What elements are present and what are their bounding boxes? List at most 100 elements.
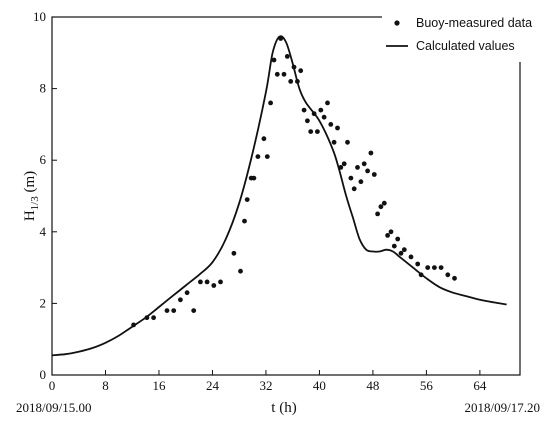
calculated-values-line [51, 35, 507, 357]
legend-label-calculated: Calculated values [416, 39, 515, 53]
buoy-data-point [351, 186, 357, 192]
buoy-data-point [425, 265, 431, 270]
buoy-data-point [281, 71, 287, 77]
buoy-data-point [255, 154, 261, 160]
buoy-data-point [278, 36, 284, 41]
buoy-data-point [301, 107, 307, 113]
buoy-data-point [308, 129, 314, 135]
plot-frame [51, 16, 521, 376]
buoy-data-point [164, 308, 170, 313]
buoy-data-point [295, 79, 300, 84]
x-tick-label: 64 [473, 378, 487, 393]
buoy-data-point [381, 200, 387, 206]
buoy-data-point [445, 272, 451, 278]
buoy-data-point [371, 172, 377, 177]
buoy-data-point [398, 250, 404, 256]
buoy-data-point [358, 179, 364, 185]
y-tick-label: 0 [40, 367, 47, 382]
end-date-label: 2018/09/17.20 [465, 400, 540, 415]
buoy-data-point [231, 250, 237, 256]
y-tick-label: 6 [40, 152, 47, 167]
buoy-data-point [345, 139, 350, 145]
buoy-data-point [211, 283, 217, 288]
buoy-data-point [284, 54, 290, 59]
y-axis-title-unit: (m) [22, 171, 38, 196]
buoy-data-point [385, 233, 390, 238]
y-axis: 0 2 4 6 8 10 [33, 9, 57, 382]
buoy-data-point [151, 315, 157, 321]
buoy-data-point [268, 100, 273, 106]
buoy-data-point [264, 154, 270, 160]
buoy-data-point [335, 125, 340, 131]
buoy-data-point [171, 308, 177, 313]
buoy-data-point [315, 129, 320, 135]
y-axis-title: H1/3 (m) [22, 171, 41, 221]
buoy-data-point [401, 247, 407, 253]
buoy-data-point [321, 114, 327, 120]
y-tick-label: 10 [33, 9, 46, 24]
buoy-data-point [131, 322, 137, 328]
legend: Buoy-measured data Calculated values [382, 8, 532, 62]
buoy-data-point [298, 68, 304, 74]
buoy-data-point [375, 211, 380, 217]
buoy-data-point [242, 218, 247, 224]
x-axis-title: t (h) [271, 400, 296, 416]
buoy-data-point [261, 136, 267, 142]
buoy-data-point [191, 308, 197, 313]
buoy-data-point [144, 315, 150, 321]
buoy-data-point [204, 279, 210, 285]
buoy-data-point [368, 150, 374, 156]
buoy-data-point [218, 279, 223, 285]
buoy-data-point [331, 139, 337, 145]
buoy-data-point [415, 261, 421, 267]
y-axis-title-base: H [22, 210, 38, 221]
buoy-data-point [271, 57, 277, 63]
buoy-data-point [378, 204, 384, 210]
buoy-data-point [395, 236, 401, 242]
buoy-data-point [291, 64, 297, 70]
buoy-data-point [184, 290, 190, 296]
y-tick-label: 2 [40, 295, 47, 310]
x-tick-label: 24 [206, 378, 220, 393]
buoy-data-point [452, 275, 457, 281]
buoy-data-point [408, 254, 414, 260]
x-axis: 0 8 16 24 32 40 48 56 64 [49, 370, 487, 393]
x-tick-label: 48 [366, 378, 379, 393]
y-tick-label: 4 [40, 224, 47, 239]
buoy-data-point [274, 71, 280, 77]
y-tick-label: 8 [40, 81, 47, 96]
buoy-data-point [338, 165, 344, 170]
y-axis-title-sub: 1/3 [29, 196, 41, 211]
x-tick-label: 56 [420, 378, 434, 393]
buoy-data-point [341, 161, 347, 167]
buoy-data-point [432, 265, 437, 270]
buoy-data-point [388, 229, 394, 235]
x-tick-label: 40 [313, 378, 326, 393]
start-date-label: 2018/09/15.00 [16, 400, 91, 415]
buoy-data-point [305, 118, 310, 124]
x-tick-label: 16 [152, 378, 166, 393]
buoy-data-point [418, 272, 424, 278]
buoy-data-point [318, 107, 324, 113]
buoy-data-point [391, 243, 397, 249]
legend-label-buoy: Buoy-measured data [416, 16, 532, 30]
buoy-data-point [178, 297, 183, 303]
legend-marker-buoy [394, 20, 400, 26]
x-tick-label: 32 [259, 378, 272, 393]
x-tick-label: 8 [102, 378, 109, 393]
buoy-data-point [288, 79, 294, 84]
buoy-data-point [325, 100, 330, 106]
buoy-data-point [251, 175, 257, 181]
buoy-data-point [365, 168, 370, 174]
buoy-data-point [361, 161, 367, 167]
buoy-data-point [311, 111, 317, 117]
buoy-data-point [355, 165, 360, 170]
buoy-data-point [348, 175, 354, 181]
legend-box [382, 8, 528, 62]
buoy-points-layer [131, 36, 457, 328]
buoy-data-point [328, 122, 334, 127]
buoy-data-point [238, 268, 243, 274]
x-tick-label: 0 [49, 378, 56, 393]
